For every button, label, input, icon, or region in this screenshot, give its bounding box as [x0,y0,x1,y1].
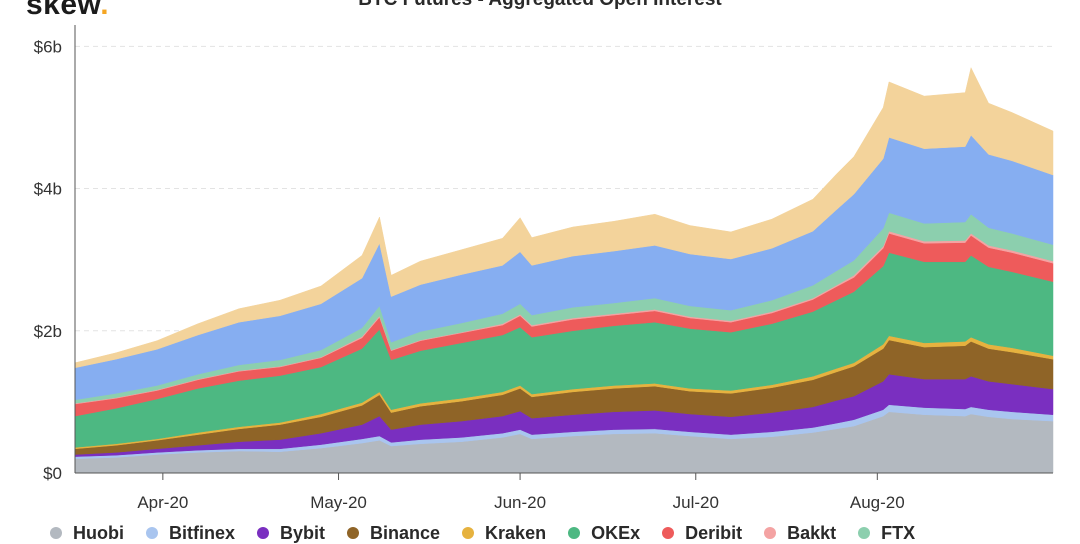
legend-item-binance[interactable]: Binance [347,523,440,544]
legend: Huobi Bitfinex Bybit Binance Kraken OKEx Derib… [50,522,937,544]
legend-label: Binance [370,522,441,543]
legend-dot-icon [146,527,158,539]
x-tick-label: May-20 [310,493,367,512]
legend-dot-icon [764,527,777,539]
legend-item-bakkt[interactable]: Bakkt [764,523,836,544]
legend-label: OKEx [591,522,641,543]
x-tick-label: Jul-20 [673,493,719,512]
legend-item-bybit[interactable]: Bybit [257,523,325,544]
legend-dot-icon [462,527,475,539]
legend-label: Bakkt [787,522,837,543]
legend-item-huobi[interactable]: Huobi [50,523,124,544]
y-tick-label: $4b [34,180,62,199]
y-tick-label: $6b [34,37,62,56]
skew-logo: skew. [26,0,110,21]
x-tick-label: Jun-20 [494,493,546,512]
legend-item-deribit[interactable]: Deribit [662,523,742,544]
legend-item-ftx[interactable]: FTX [858,523,915,544]
y-tick-label: $0 [43,464,62,483]
x-tick-label: Apr-20 [137,493,188,512]
legend-item-okex[interactable]: OKEx [568,523,640,544]
legend-label: Bitfinex [169,522,236,543]
area-series-10 [74,66,1054,369]
legend-dot-icon [858,527,871,539]
x-tick-label: Aug-20 [850,493,905,512]
legend-label: FTX [881,522,916,543]
legend-item-bitfinex[interactable]: Bitfinex [146,523,235,544]
y-tick-label: $2b [34,322,62,341]
chart-title: BTC Futures - Aggregated Open Interest [0,0,1080,11]
legend-dot-icon [662,527,675,539]
legend-dot-icon [50,527,62,539]
legend-label: Huobi [73,522,124,543]
stacked-areas [74,66,1054,474]
legend-label: Bybit [280,522,326,543]
legend-dot-icon [568,527,581,539]
axes: $0 $2b $4b $6b Apr-20 May-20 Jun-20 Jul-20 Aug-2… [34,25,1053,512]
legend-dot-icon [257,527,270,539]
legend-label: Kraken [485,522,547,543]
legend-label: Deribit [685,522,743,543]
legend-dot-icon [347,527,360,539]
legend-item-kraken[interactable]: Kraken [462,523,546,544]
